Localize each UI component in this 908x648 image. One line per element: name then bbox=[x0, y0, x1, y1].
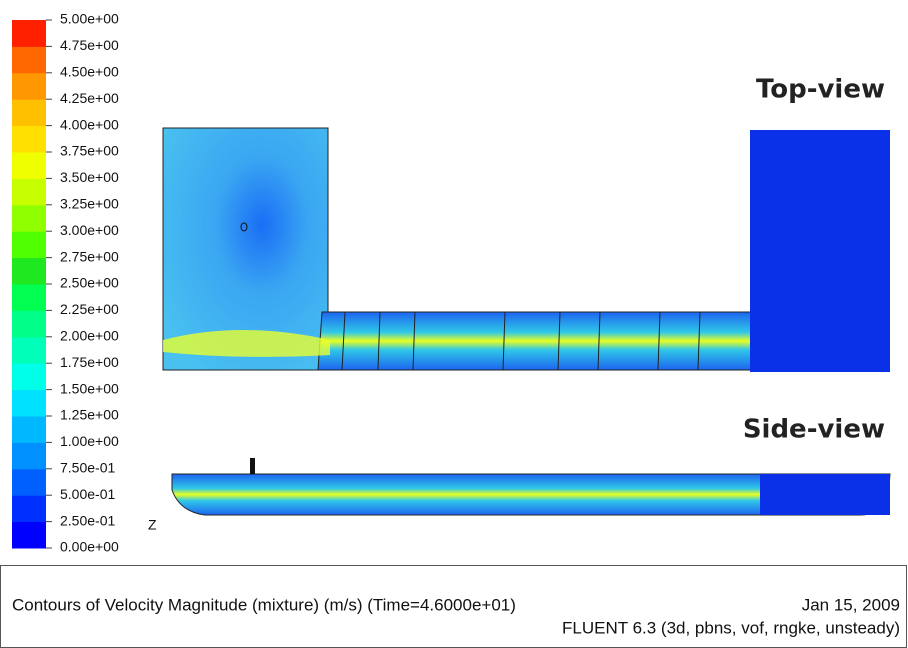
footer-title: Contours of Velocity Magnitude (mixture)… bbox=[12, 595, 516, 614]
axis-label: Z bbox=[148, 517, 157, 533]
colorbar-band bbox=[12, 442, 46, 470]
colorbar-band bbox=[12, 204, 46, 232]
side-tank bbox=[760, 474, 890, 515]
colorbar: 5.00e+00 4.75e+00 4.50e+00 4.25e+00 4.00e+00… bbox=[12, 11, 119, 555]
colorbar-band bbox=[12, 231, 46, 259]
tick-label: 5.00e-01 bbox=[60, 486, 115, 502]
colorbar-band bbox=[12, 99, 46, 127]
footer-solver: FLUENT 6.3 (3d, pbns, vof, rngke, unstea… bbox=[562, 618, 900, 637]
view-label: Side-view bbox=[743, 415, 885, 445]
tick-label: 3.50e+00 bbox=[60, 169, 119, 185]
tick-label: 2.00e+00 bbox=[60, 328, 119, 344]
tick-label: 2.25e+00 bbox=[60, 301, 119, 317]
colorbar-band bbox=[12, 257, 46, 285]
jet-streak bbox=[163, 330, 330, 357]
tick-label: 2.75e+00 bbox=[60, 248, 119, 264]
colorbar-band bbox=[12, 389, 46, 417]
tick-label: 5.00e+00 bbox=[60, 11, 119, 27]
inlet bbox=[250, 458, 255, 474]
marker bbox=[240, 222, 248, 232]
colorbar-band bbox=[12, 46, 46, 74]
colorbar-band bbox=[12, 521, 46, 549]
tick-label: 4.25e+00 bbox=[60, 90, 119, 106]
colorbar-band bbox=[12, 416, 46, 443]
colorbar-band bbox=[12, 363, 46, 391]
tick-label: 2.50e+00 bbox=[60, 275, 119, 291]
baffles bbox=[341, 311, 701, 371]
tick-label: 4.50e+00 bbox=[60, 64, 119, 80]
tick-label: 1.75e+00 bbox=[60, 354, 119, 370]
colorbar-band bbox=[12, 125, 46, 153]
colorbar-band bbox=[12, 20, 46, 47]
tick-label: 3.00e+00 bbox=[60, 222, 119, 238]
tick-label: 2.50e-01 bbox=[60, 512, 115, 528]
tick-label: 0.00e+00 bbox=[60, 539, 119, 555]
tick-label: 4.75e+00 bbox=[60, 37, 119, 53]
tick-label: 7.50e-01 bbox=[60, 460, 115, 476]
channel bbox=[317, 311, 756, 371]
footer-box bbox=[0, 565, 907, 648]
colorbar-band bbox=[12, 468, 46, 496]
colorbar-band bbox=[12, 284, 46, 311]
tick-label: 3.25e+00 bbox=[60, 196, 119, 212]
footer-date: Jan 15, 2009 bbox=[802, 595, 900, 614]
tick-label: 1.50e+00 bbox=[60, 380, 119, 396]
right-tank bbox=[750, 130, 890, 372]
tick-label: 4.00e+00 bbox=[60, 116, 119, 132]
colorbar-band bbox=[12, 495, 46, 523]
colorbar-band bbox=[12, 72, 46, 100]
tick-label: 1.00e+00 bbox=[60, 433, 119, 449]
left-tank bbox=[162, 127, 329, 371]
tick-label: 1.25e+00 bbox=[60, 407, 119, 423]
colorbar-band bbox=[12, 310, 46, 338]
colorbar-band bbox=[12, 152, 46, 179]
colorbar-band bbox=[12, 336, 46, 364]
tick-label: 3.75e+00 bbox=[60, 143, 119, 159]
colorbar-band bbox=[12, 178, 46, 206]
view-label: Top-view bbox=[756, 75, 885, 105]
